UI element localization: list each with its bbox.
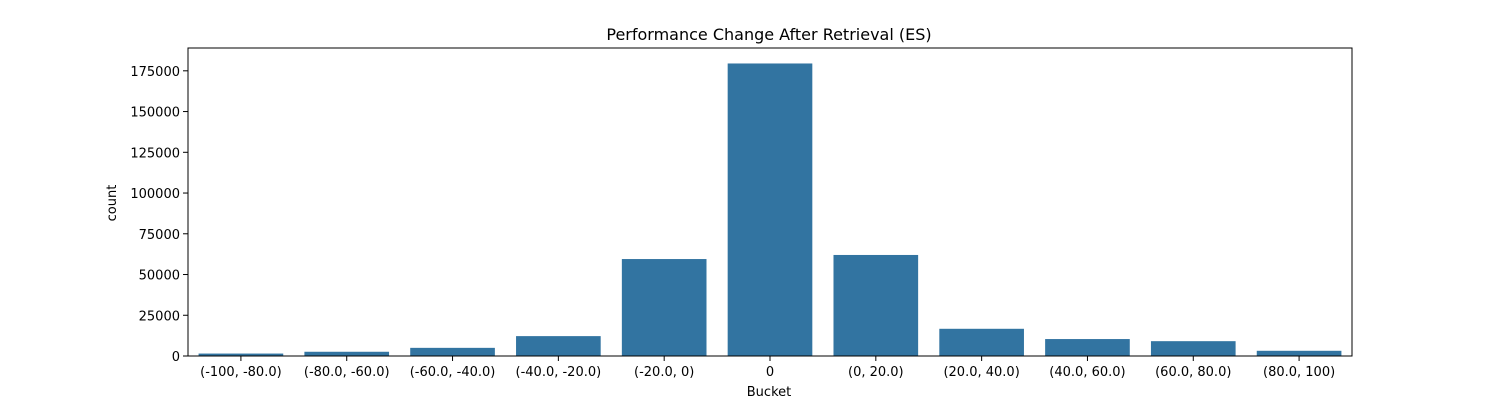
x-tick-label: (-100, -80.0)	[200, 365, 282, 380]
x-tick-label: (-20.0, 0)	[634, 365, 694, 380]
x-tick-label: (-40.0, -20.0)	[516, 365, 602, 380]
x-tick-label: (40.0, 60.0)	[1049, 365, 1125, 380]
bar	[833, 254, 919, 356]
x-axis-label: Bucket	[747, 385, 791, 400]
x-tick-label: (0, 20.0)	[848, 365, 904, 380]
x-tick-label: (80.0, 100)	[1263, 365, 1335, 380]
bar	[939, 328, 1024, 356]
y-tick-label: 25000	[139, 309, 180, 324]
bar	[621, 259, 707, 356]
chart-title: Performance Change After Retrieval (ES)	[606, 25, 931, 44]
y-tick-label: 50000	[139, 269, 180, 284]
plot-area: 0 25000 50000 75000 100000 125000 150000 175000…	[130, 47, 1353, 380]
plot-frame	[187, 47, 1353, 357]
x-tick-label: (-60.0, -40.0)	[410, 365, 496, 380]
y-tick-label: 100000	[130, 187, 180, 202]
y-tick-label: 150000	[130, 106, 180, 121]
x-tick-label: (-80.0, -60.0)	[304, 365, 390, 380]
bar	[1150, 341, 1236, 356]
y-tick-label: 75000	[139, 228, 180, 243]
bar	[727, 63, 813, 356]
y-tick-label: 125000	[130, 146, 180, 161]
y-tick-label: 0	[172, 350, 180, 365]
bar	[1045, 339, 1130, 356]
bar	[516, 336, 601, 356]
y-axis-label: count	[105, 185, 120, 222]
bar	[198, 353, 284, 356]
bar	[410, 347, 495, 356]
bar	[1256, 350, 1342, 356]
x-tick-label: (20.0, 40.0)	[943, 365, 1019, 380]
x-tick-label: 0	[766, 365, 774, 380]
y-tick-label: 175000	[130, 65, 180, 80]
bar	[304, 351, 390, 356]
x-tick-label: (60.0, 80.0)	[1155, 365, 1231, 380]
